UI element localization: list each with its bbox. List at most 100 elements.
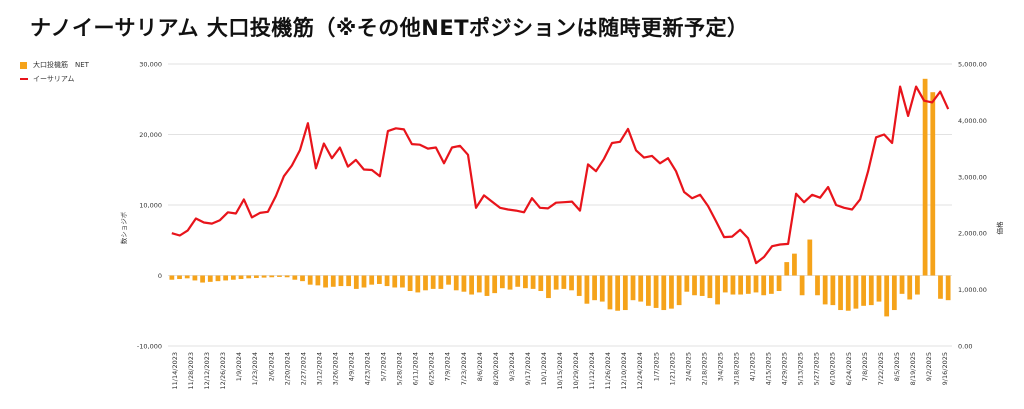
- x-tick-label: 2/4/2025: [684, 352, 692, 381]
- left-tick-label: 20,000: [139, 131, 162, 139]
- x-tick-label: 2/6/2024: [267, 352, 275, 381]
- x-tick-label: 12/10/2024: [620, 352, 628, 389]
- net-bar: [530, 275, 536, 289]
- x-tick-label: 7/8/2025: [861, 352, 869, 381]
- gridlines: [168, 63, 952, 347]
- x-tick-label: 1/7/2025: [652, 352, 660, 381]
- x-tick-label: 12/26/2023: [219, 352, 227, 389]
- x-tick-label: 3/4/2025: [716, 352, 724, 381]
- x-tick-label: 12/12/2023: [203, 352, 211, 389]
- net-bar: [538, 275, 544, 292]
- net-bar: [330, 275, 336, 287]
- x-tick-label: 9/3/2024: [508, 352, 516, 381]
- x-tick-label: 4/1/2025: [749, 352, 757, 381]
- right-axis-ticks: 5,000.00 4,000.00 3,000.00 2,000.00 1,000.00…: [958, 61, 987, 351]
- net-bar: [607, 275, 613, 310]
- x-tick-label: 8/19/2025: [909, 352, 917, 385]
- net-bar: [207, 275, 213, 282]
- net-bar: [546, 275, 551, 299]
- net-bar: [622, 275, 628, 311]
- net-bar: [884, 275, 890, 317]
- legend-label-net: 大口投機筋 NET: [33, 61, 89, 69]
- net-bar: [745, 275, 751, 294]
- x-tick-label: 2/20/2024: [283, 352, 291, 385]
- x-tick-label: 3/26/2024: [331, 352, 339, 385]
- legend-item-net: 大口投機筋 NET: [20, 58, 89, 72]
- net-bar: [507, 275, 513, 290]
- net-bar: [200, 275, 205, 283]
- x-tick-label: 9/17/2024: [524, 352, 532, 385]
- x-tick-label: 6/24/2025: [845, 352, 853, 385]
- net-bar: [369, 275, 375, 285]
- net-bar: [630, 275, 636, 301]
- net-bar: [323, 275, 328, 288]
- x-axis-ticks: 11/14/2023 11/28/2023 12/12/2023 12/26/2023…: [171, 352, 949, 389]
- x-tick-label: 10/15/2024: [556, 352, 564, 389]
- net-bar: [384, 275, 390, 287]
- net-bar: [446, 275, 451, 285]
- net-bar: [676, 275, 682, 306]
- net-bar: [584, 275, 590, 304]
- left-tick-label: 0: [158, 272, 162, 280]
- right-tick-label: 0.00: [958, 343, 972, 351]
- net-bar: [184, 275, 190, 279]
- net-bar: [799, 275, 805, 296]
- net-bar: [845, 275, 851, 311]
- legend-swatch-net: [20, 61, 27, 69]
- net-bar: [945, 275, 951, 301]
- x-tick-label: 8/20/2024: [492, 352, 500, 385]
- net-bar: [215, 275, 221, 282]
- net-bar: [930, 92, 936, 276]
- x-tick-label: 6/10/2025: [829, 352, 837, 385]
- net-bar: [461, 275, 467, 292]
- net-bar: [715, 275, 720, 305]
- right-tick-label: 1,000.00: [958, 286, 987, 294]
- net-bar: [230, 275, 236, 280]
- right-axis-label: 価格: [995, 221, 1004, 235]
- net-bar: [684, 275, 690, 292]
- net-bar: [346, 275, 352, 287]
- x-tick-label: 6/11/2024: [412, 352, 420, 385]
- net-bar: [223, 275, 229, 281]
- left-tick-label: 10,000: [139, 202, 162, 210]
- x-tick-label: 4/23/2024: [364, 352, 372, 385]
- right-tick-label: 4,000.00: [958, 117, 987, 125]
- net-bar: [553, 275, 559, 290]
- x-tick-label: 4/9/2024: [348, 352, 356, 381]
- net-bar: [246, 275, 252, 279]
- net-bar: [938, 275, 943, 299]
- x-tick-label: 7/23/2024: [460, 352, 468, 385]
- x-tick-label: 1/21/2025: [668, 352, 676, 385]
- x-tick-label: 1/9/2024: [235, 352, 243, 381]
- net-bar: [307, 275, 313, 285]
- net-bar: [653, 275, 659, 308]
- net-bar: [430, 275, 436, 289]
- net-bar: [469, 275, 474, 295]
- x-tick-label: 5/28/2024: [396, 352, 404, 385]
- right-tick-label: 5,000.00: [958, 61, 987, 69]
- net-bar: [768, 275, 774, 294]
- net-bar: [722, 275, 728, 293]
- x-tick-label: 8/5/2025: [893, 352, 901, 381]
- left-axis-ticks: 30,000 20,000 10,000 0 -10,000: [137, 61, 162, 351]
- x-tick-label: 5/13/2025: [797, 352, 805, 385]
- x-tick-label: 11/26/2024: [604, 352, 612, 389]
- net-bar: [830, 275, 836, 306]
- net-bar: [192, 275, 198, 281]
- net-bar: [292, 275, 298, 280]
- x-tick-label: 8/6/2024: [476, 352, 484, 381]
- net-bar: [254, 275, 259, 278]
- net-bar: [599, 275, 605, 302]
- x-tick-label: 4/29/2025: [781, 352, 789, 385]
- net-bar: [400, 275, 405, 288]
- net-bar: [776, 275, 782, 292]
- net-bar: [738, 275, 744, 295]
- net-bar: [699, 275, 705, 296]
- left-tick-label: 30,000: [139, 61, 162, 69]
- left-tick-label: -10,000: [137, 343, 162, 351]
- net-bar: [753, 275, 759, 293]
- net-bar: [269, 275, 275, 278]
- net-position-bars: [169, 78, 951, 317]
- x-tick-label: 11/12/2024: [588, 352, 596, 389]
